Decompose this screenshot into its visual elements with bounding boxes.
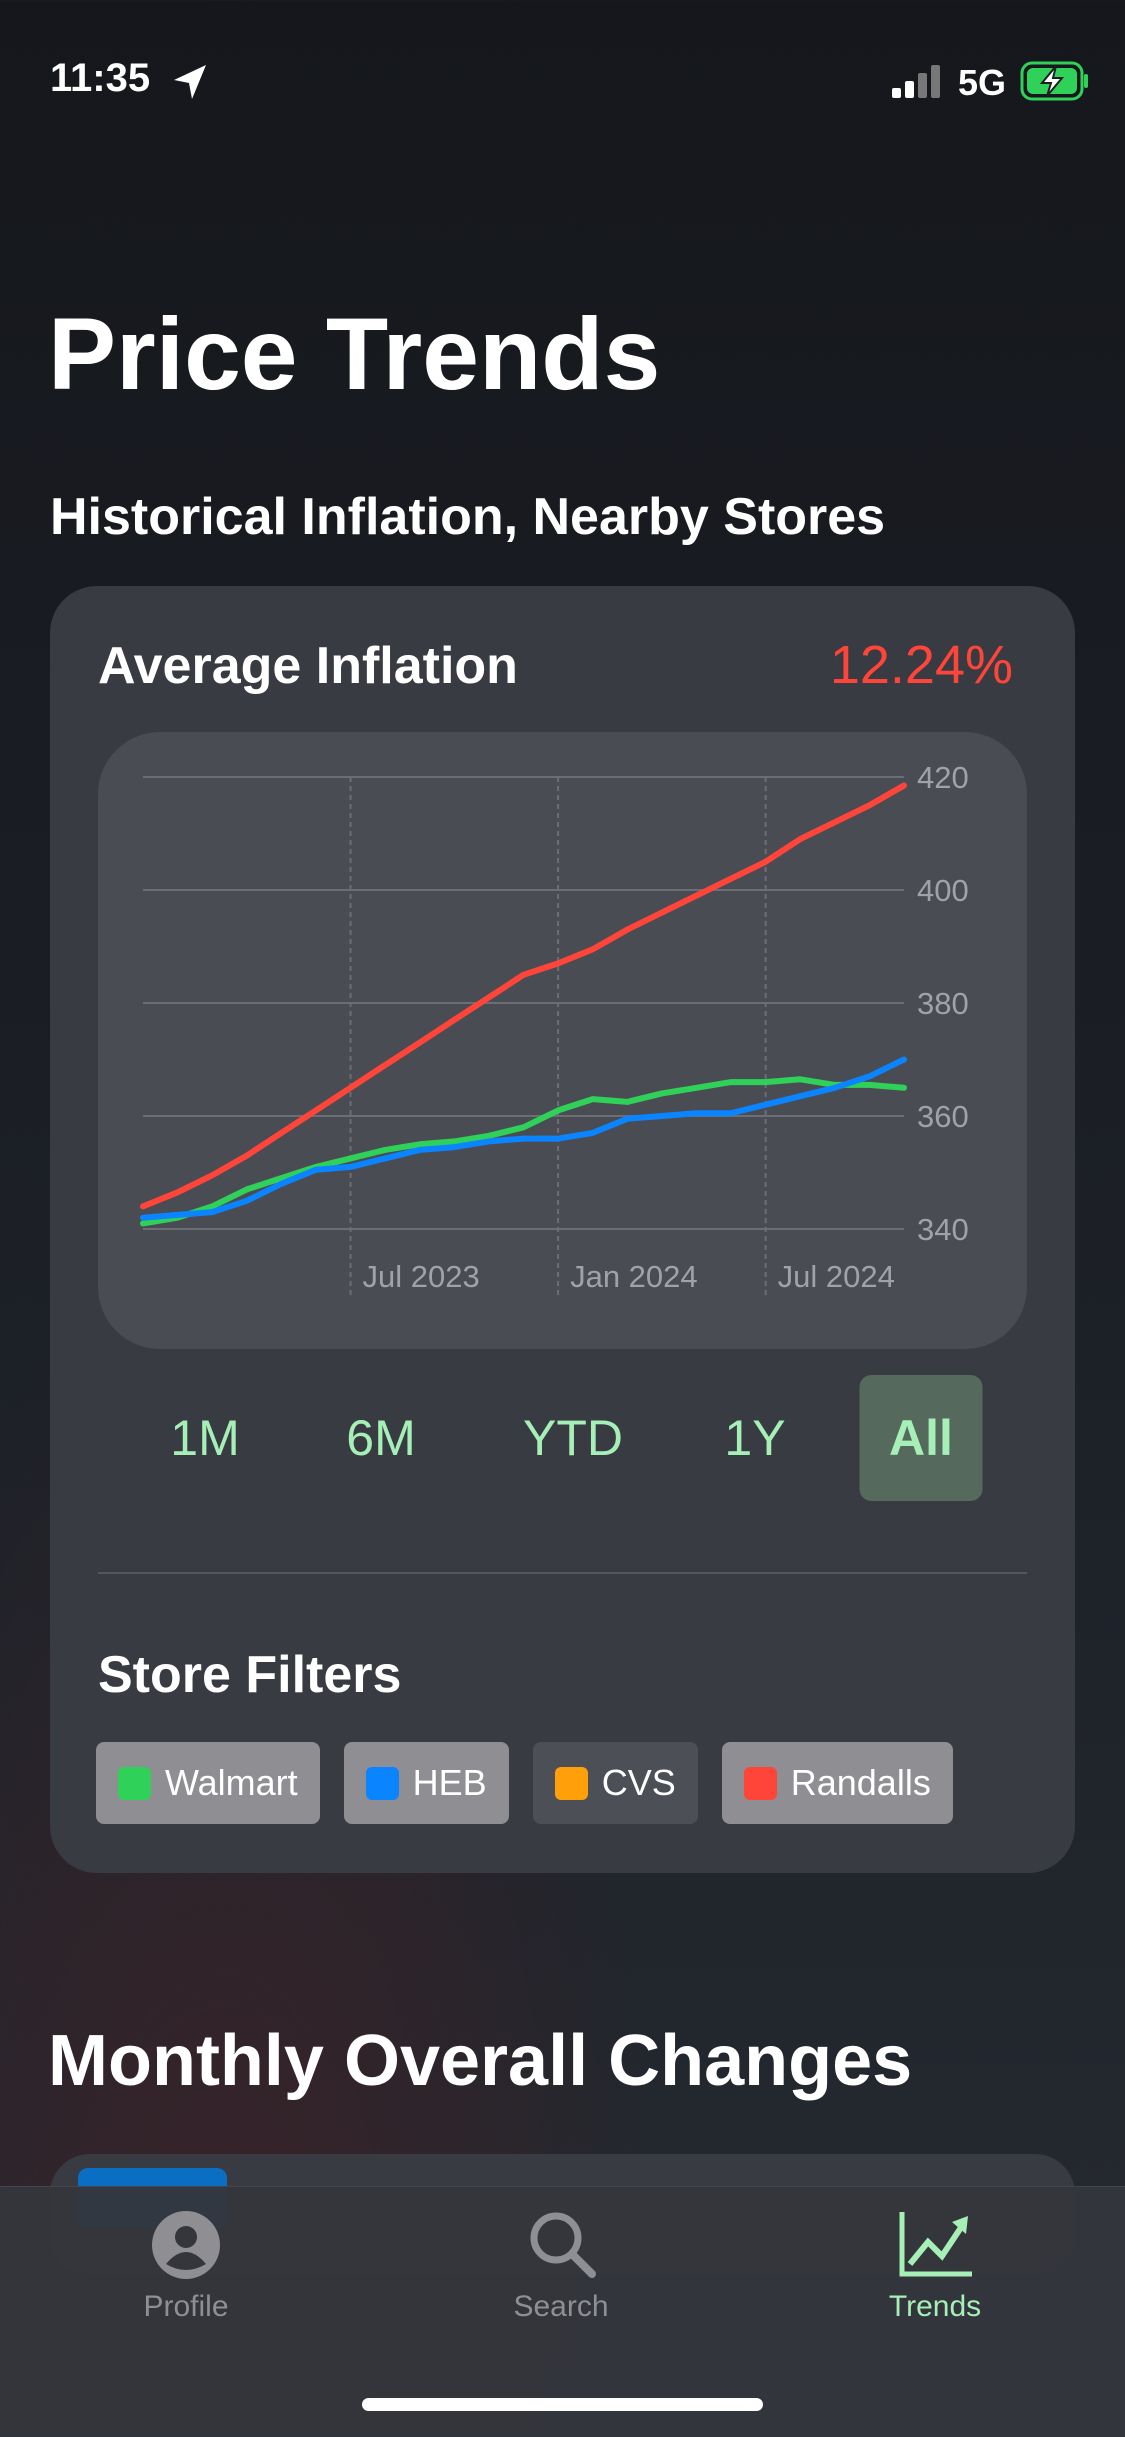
filter-label: CVS [601, 1762, 676, 1803]
page-title: Price Trends [48, 297, 661, 411]
search-icon[interactable] [526, 2208, 598, 2280]
range-button[interactable]: 1Y [724, 1410, 786, 1466]
filter-chip[interactable]: Randalls [721, 1742, 953, 1824]
chart: 340 360 380 400 420 Jul 2023 Jan 2024 Jul 2024 [140, 760, 969, 1299]
chart-panel [98, 732, 1027, 1349]
filter-swatch [365, 1766, 399, 1800]
filter-chip[interactable]: Walmart [96, 1742, 320, 1824]
x-tick-label: Jul 2024 [778, 1259, 895, 1294]
x-tick-label: Jan 2024 [570, 1259, 698, 1294]
filter-swatch [743, 1766, 777, 1800]
network-label: 5G [958, 62, 1007, 103]
data-line [140, 1056, 907, 1221]
y-tick-label: 400 [917, 873, 969, 908]
signal-icon [892, 65, 940, 98]
card-title: Average Inflation [98, 637, 518, 695]
profile-icon[interactable] [151, 2210, 221, 2280]
location-icon [174, 65, 206, 99]
tab-label[interactable]: Trends [888, 2290, 982, 2323]
filter-label: HEB [412, 1762, 487, 1803]
section-title: Monthly Overall Changes [48, 2021, 913, 2101]
x-tick-label: Jul 2023 [363, 1259, 480, 1294]
y-tick-label: 420 [917, 760, 969, 795]
page-subtitle: Historical Inflation, Nearby Stores [50, 488, 886, 546]
range-button[interactable]: 6M [346, 1410, 416, 1466]
filters-title: Store Filters [98, 1646, 402, 1704]
battery-icon [1020, 61, 1088, 101]
range-button[interactable]: All [859, 1375, 983, 1501]
range-button[interactable]: 1M [170, 1410, 240, 1466]
y-tick-label: 340 [917, 1212, 969, 1247]
data-line [140, 782, 907, 1210]
y-tick-label: 360 [917, 1099, 969, 1134]
filter-chip[interactable]: HEB [343, 1742, 509, 1824]
filter-swatch [118, 1766, 151, 1800]
home-indicator [362, 2398, 763, 2411]
filter-label: Walmart [165, 1762, 298, 1803]
tab-label[interactable]: Search [513, 2290, 609, 2323]
filter-chip[interactable]: CVS [532, 1742, 698, 1824]
data-line [140, 1076, 907, 1227]
divider [98, 1572, 1027, 1574]
y-tick-label: 380 [917, 986, 969, 1021]
inflation-value: 12.24% [829, 635, 1013, 695]
status-time: 11:35 [50, 56, 151, 100]
filter-swatch [554, 1766, 588, 1800]
tab-label[interactable]: Profile [143, 2290, 229, 2323]
filter-label: Randalls [790, 1762, 931, 1803]
trends-icon[interactable] [896, 2208, 976, 2280]
range-button[interactable]: YTD [523, 1410, 623, 1466]
